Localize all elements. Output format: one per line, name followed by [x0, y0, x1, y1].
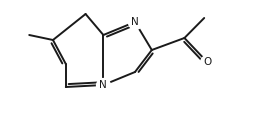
- Text: N: N: [100, 80, 107, 90]
- Text: O: O: [203, 57, 211, 67]
- Text: N: N: [131, 17, 139, 27]
